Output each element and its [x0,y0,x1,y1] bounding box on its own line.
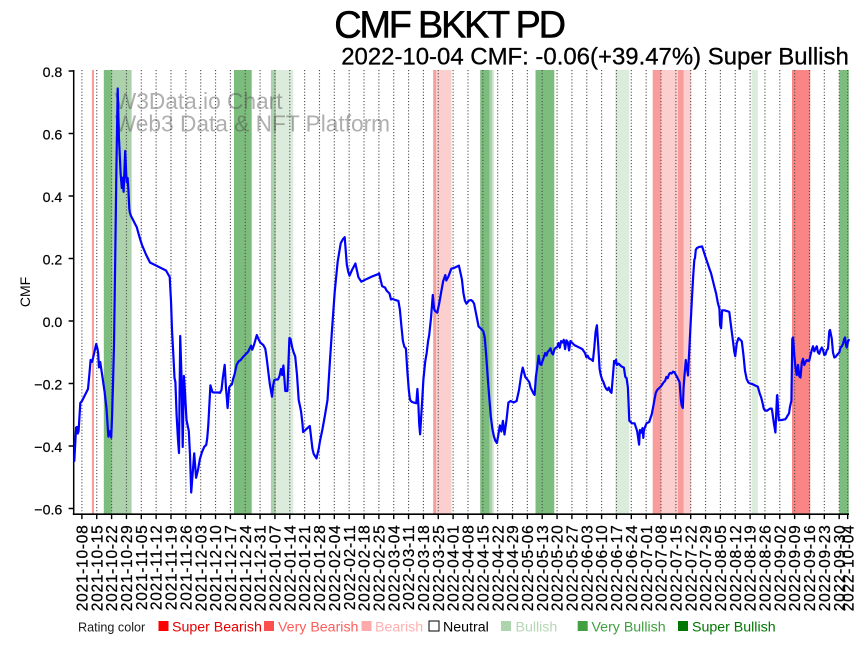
svg-text:2022-08-05: 2022-08-05 [713,525,730,612]
svg-text:Very Bullish: Very Bullish [592,620,666,636]
svg-text:0.6: 0.6 [43,128,63,144]
svg-text:2022-04-15: 2022-04-15 [475,525,492,612]
svg-text:2022-09-09: 2022-09-09 [787,525,804,612]
svg-text:2022-04-22: 2022-04-22 [490,525,507,612]
svg-text:2021-12-10: 2021-12-10 [208,525,225,612]
svg-text:2022-03-04: 2022-03-04 [386,525,403,612]
svg-text:2022-04-01: 2022-04-01 [446,525,463,612]
svg-text:Rating color: Rating color [78,621,145,635]
svg-text:W3Data.io Chart: W3Data.io Chart [115,88,283,114]
svg-text:−0.6: −0.6 [34,503,62,519]
svg-text:2022-04-29: 2022-04-29 [505,525,522,612]
svg-text:2022-07-22: 2022-07-22 [683,525,700,612]
svg-text:2022-01-14: 2022-01-14 [282,525,299,612]
svg-text:2022-06-24: 2022-06-24 [624,525,641,612]
svg-text:2022-09-23: 2022-09-23 [817,525,834,612]
svg-text:2021-10-08: 2021-10-08 [75,525,92,612]
svg-text:2022-06-10: 2022-06-10 [594,525,611,612]
svg-text:0.4: 0.4 [43,190,63,206]
svg-text:0.8: 0.8 [43,65,63,81]
svg-text:2022-07-29: 2022-07-29 [698,525,715,612]
svg-text:2022-05-20: 2022-05-20 [550,525,567,612]
svg-text:2022-06-03: 2022-06-03 [579,525,596,612]
svg-text:Super Bullish: Super Bullish [692,620,776,636]
svg-text:Neutral: Neutral [443,620,489,636]
svg-text:2021-12-03: 2021-12-03 [193,525,210,612]
svg-text:2022-08-26: 2022-08-26 [758,525,775,612]
svg-text:2021-11-19: 2021-11-19 [164,525,181,611]
svg-text:2022-10-04 CMF: -0.06(+39.47%): 2022-10-04 CMF: -0.06(+39.47%) Super Bul… [341,43,849,70]
svg-text:2021-11-12: 2021-11-12 [149,525,166,611]
svg-text:2022-01-21: 2022-01-21 [297,525,314,612]
svg-text:Very Bearish: Very Bearish [278,620,358,636]
svg-text:2021-12-24: 2021-12-24 [238,525,255,612]
svg-text:2022-03-18: 2022-03-18 [416,525,433,612]
svg-text:2021-12-31: 2021-12-31 [253,525,270,612]
svg-text:CMF BKKT PD: CMF BKKT PD [334,4,564,46]
svg-text:−0.4: −0.4 [34,440,62,456]
svg-text:2022-07-15: 2022-07-15 [668,525,685,612]
svg-text:CMF: CMF [17,277,33,307]
svg-text:2022-10-04: 2022-10-04 [840,525,857,612]
svg-text:2022-09-30: 2022-09-30 [832,525,849,612]
svg-text:Super Bearish: Super Bearish [172,620,262,636]
svg-text:Bullish: Bullish [516,620,558,636]
svg-text:0.2: 0.2 [43,253,63,269]
svg-text:2022-01-28: 2022-01-28 [312,525,329,612]
svg-text:2022-05-27: 2022-05-27 [565,525,582,612]
svg-text:2022-02-04: 2022-02-04 [327,525,344,612]
svg-text:0.0: 0.0 [43,315,63,331]
svg-text:Web3 Data & NFT Platform: Web3 Data & NFT Platform [115,111,390,137]
svg-text:2021-11-26: 2021-11-26 [178,525,195,611]
svg-text:2022-02-25: 2022-02-25 [371,525,388,612]
svg-text:2022-02-18: 2022-02-18 [357,525,374,612]
svg-text:2021-10-22: 2021-10-22 [104,525,121,612]
svg-text:2022-05-06: 2022-05-06 [520,525,537,612]
svg-text:2022-08-12: 2022-08-12 [728,525,745,612]
svg-text:2022-05-13: 2022-05-13 [535,525,552,612]
svg-text:−0.2: −0.2 [34,378,62,394]
svg-text:2022-07-08: 2022-07-08 [654,525,671,612]
svg-text:2022-06-17: 2022-06-17 [609,525,626,612]
svg-text:2022-01-07: 2022-01-07 [268,525,285,612]
svg-text:2022-09-16: 2022-09-16 [802,525,819,612]
svg-text:2021-12-17: 2021-12-17 [223,525,240,612]
svg-text:2022-09-02: 2022-09-02 [772,525,789,612]
svg-text:Bearish: Bearish [375,620,423,636]
svg-text:2021-10-15: 2021-10-15 [89,525,106,612]
svg-text:2021-10-29: 2021-10-29 [119,525,136,612]
svg-text:2022-08-19: 2022-08-19 [743,525,760,612]
svg-text:2022-04-08: 2022-04-08 [461,525,478,612]
svg-text:2022-02-11: 2022-02-11 [342,525,359,611]
svg-text:2022-07-01: 2022-07-01 [639,525,656,612]
svg-text:2021-11-05: 2021-11-05 [134,525,151,611]
svg-text:2022-03-25: 2022-03-25 [431,525,448,612]
svg-text:2022-03-11: 2022-03-11 [401,525,418,611]
